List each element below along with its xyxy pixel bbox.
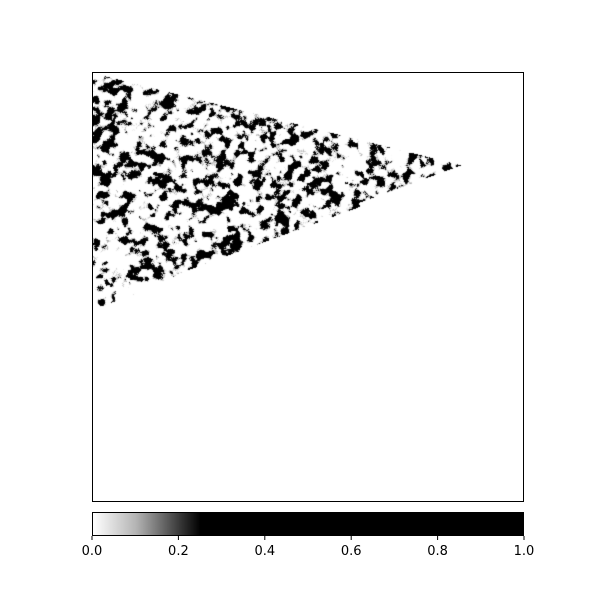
colorbar bbox=[92, 512, 524, 536]
colorbar-tick-label: 0.8 bbox=[427, 544, 448, 559]
heatmap-plot bbox=[92, 72, 524, 502]
colorbar-tick-label: 1.0 bbox=[514, 544, 535, 559]
colorbar-tick-label: 0.4 bbox=[254, 544, 275, 559]
colorbar-tick-label: 0.0 bbox=[82, 544, 103, 559]
colorbar-tick-label: 0.6 bbox=[341, 544, 362, 559]
colorbar-tick-label: 0.2 bbox=[168, 544, 189, 559]
heatmap-image bbox=[93, 73, 523, 501]
